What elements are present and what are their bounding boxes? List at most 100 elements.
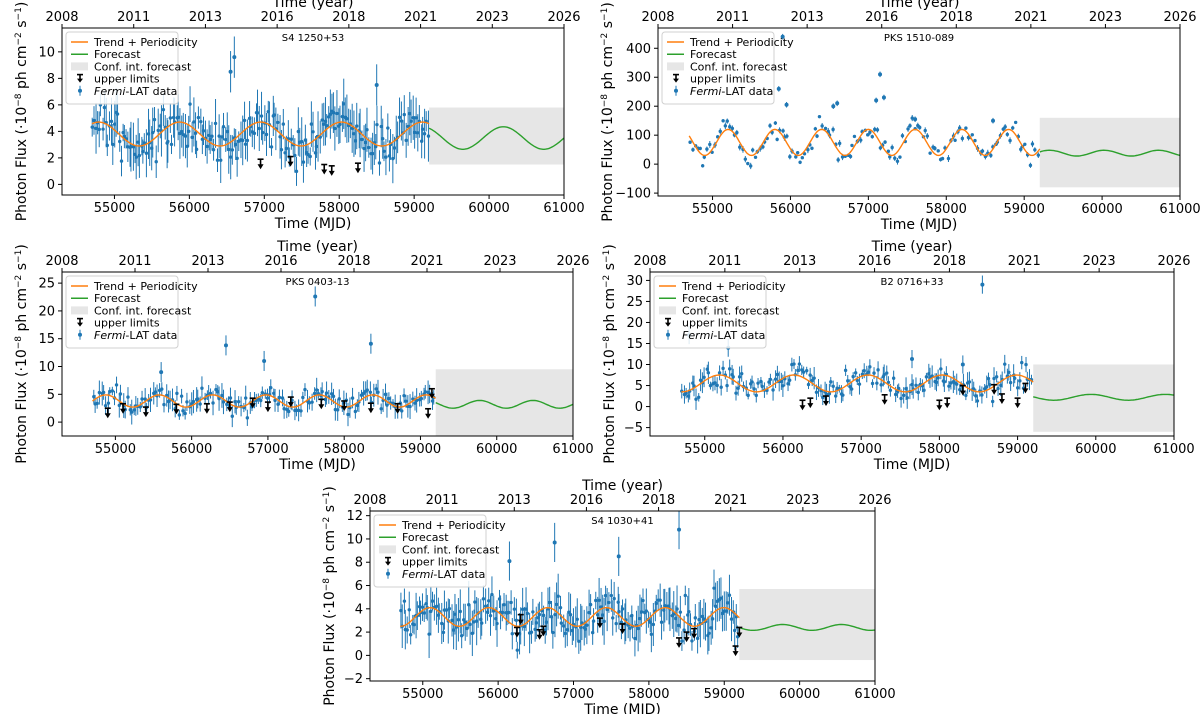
y-tick-label: 6 xyxy=(47,98,55,113)
data-point xyxy=(314,144,319,149)
data-point xyxy=(512,607,517,611)
legend-upper-arrow xyxy=(665,322,671,327)
y-tick-label: 0 xyxy=(643,158,651,173)
data-point xyxy=(130,410,134,414)
data-point xyxy=(967,380,972,384)
data-point xyxy=(831,127,835,132)
x-tick-label: 56000 xyxy=(762,442,803,457)
data-point xyxy=(797,362,802,366)
data-point xyxy=(200,386,204,390)
data-point xyxy=(814,390,819,394)
legend-data-label: Fermi-LAT data xyxy=(690,85,773,98)
x-tick-label: 58000 xyxy=(919,442,960,457)
data-point xyxy=(710,617,715,621)
x-tick-label: 56000 xyxy=(169,201,210,216)
legend-data-label: Fermi-LAT data xyxy=(402,568,485,581)
data-point xyxy=(355,403,360,408)
data-point xyxy=(407,608,411,612)
data-point xyxy=(585,623,589,627)
data-point xyxy=(691,148,695,152)
data-point xyxy=(217,134,221,138)
data-point xyxy=(738,145,742,149)
data-point xyxy=(400,409,404,413)
axes-frame xyxy=(61,27,565,196)
data-point xyxy=(314,388,319,392)
data-point xyxy=(706,371,711,375)
data-point xyxy=(1008,138,1012,143)
x-tick-label: 60000 xyxy=(1081,202,1122,217)
y-tick-label: 15 xyxy=(626,337,643,352)
top-x-tick-label: 2016 xyxy=(570,493,603,508)
data-point xyxy=(575,617,579,622)
data-point xyxy=(702,375,706,379)
data-point xyxy=(221,400,226,404)
data-point xyxy=(866,370,870,374)
data-point xyxy=(430,599,435,603)
data-point xyxy=(698,146,702,151)
data-point xyxy=(329,392,334,396)
legend-forecast-label: Forecast xyxy=(94,292,141,305)
data-point xyxy=(960,362,965,367)
x-tick-label: 57000 xyxy=(553,687,594,702)
data-point xyxy=(144,151,149,155)
legend-upper-arrow xyxy=(385,561,391,566)
data-point xyxy=(725,383,729,388)
data-point xyxy=(719,385,723,389)
x-tick-label: 61000 xyxy=(552,442,593,457)
data-point xyxy=(991,118,996,123)
data-point xyxy=(953,138,957,142)
x-axis-label: Time (MJD) xyxy=(274,216,352,232)
legend-box xyxy=(373,514,487,588)
data-point xyxy=(90,125,94,129)
data-point xyxy=(641,598,645,603)
data-point xyxy=(404,399,408,403)
data-point xyxy=(367,145,371,150)
data-point xyxy=(405,628,409,632)
data-point xyxy=(495,621,499,626)
top-x-tick-label: 2011 xyxy=(118,254,151,269)
data-point xyxy=(211,148,216,152)
data-point xyxy=(933,146,937,151)
data-point xyxy=(806,382,811,387)
legend-data-swatch xyxy=(666,332,670,337)
data-point xyxy=(553,612,557,617)
y-axis-label: Photon Flux (·10−8 ph cm−2 s−1) xyxy=(14,244,30,464)
data-point xyxy=(886,380,891,385)
data-point xyxy=(829,380,833,384)
data-point xyxy=(379,407,383,411)
x-tick-label: 60000 xyxy=(468,201,509,216)
y-tick-label: 6 xyxy=(355,579,363,594)
data-point xyxy=(970,133,974,137)
data-point xyxy=(846,379,850,383)
data-point xyxy=(719,596,723,600)
data-point xyxy=(876,368,880,372)
data-point xyxy=(924,375,929,379)
y-tick-label: 8 xyxy=(47,72,55,87)
data-point xyxy=(313,294,318,299)
data-point xyxy=(185,144,189,149)
data-point xyxy=(870,381,875,386)
data-point xyxy=(191,399,196,404)
upper-limit-marker xyxy=(959,384,966,396)
legend-box xyxy=(65,31,179,105)
top-x-tick-label: 2008 xyxy=(353,493,386,508)
data-point xyxy=(840,155,845,159)
top-x-tick-label: 2016 xyxy=(858,254,891,269)
top-x-tick-label: 2013 xyxy=(191,254,224,269)
y-tick-label: 2 xyxy=(47,151,55,166)
data-point xyxy=(119,159,124,163)
x-tick-label: 55000 xyxy=(692,202,733,217)
legend-upper-label: upper limits xyxy=(402,556,468,569)
data-point xyxy=(568,613,573,617)
data-point xyxy=(775,372,780,377)
data-point xyxy=(787,378,792,382)
data-point xyxy=(798,160,802,165)
data-point xyxy=(420,127,425,131)
legend-trend-label: Trend + Periodicity xyxy=(689,36,794,49)
legend-upper-arrow xyxy=(673,78,679,83)
data-point xyxy=(651,622,656,627)
data-point xyxy=(408,404,412,409)
top-x-tick-label: 2026 xyxy=(556,254,589,269)
data-point xyxy=(751,148,755,152)
